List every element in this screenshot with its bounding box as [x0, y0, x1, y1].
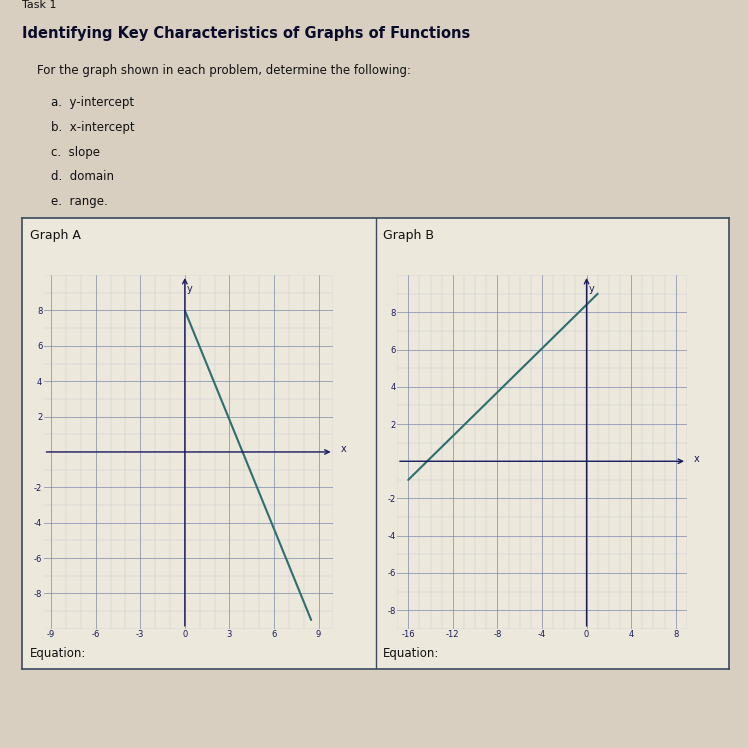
Text: b.  x-intercept: b. x-intercept: [51, 121, 134, 134]
Text: Equation:: Equation:: [383, 646, 439, 660]
Text: x: x: [340, 444, 346, 454]
Text: Identifying Key Characteristics of Graphs of Functions: Identifying Key Characteristics of Graph…: [22, 25, 470, 40]
Text: d.  domain: d. domain: [51, 170, 114, 183]
Text: e.  range.: e. range.: [51, 194, 107, 208]
Text: Graph B: Graph B: [383, 229, 434, 242]
Text: Equation:: Equation:: [29, 646, 86, 660]
Text: a.  y-intercept: a. y-intercept: [51, 96, 134, 109]
Text: For the graph shown in each problem, determine the following:: For the graph shown in each problem, det…: [37, 64, 411, 77]
Text: y: y: [589, 284, 595, 294]
Text: x: x: [694, 453, 700, 464]
Text: Graph A: Graph A: [29, 229, 80, 242]
Text: y: y: [187, 284, 193, 294]
Text: c.  slope: c. slope: [51, 146, 99, 159]
Text: Task 1: Task 1: [22, 0, 57, 10]
